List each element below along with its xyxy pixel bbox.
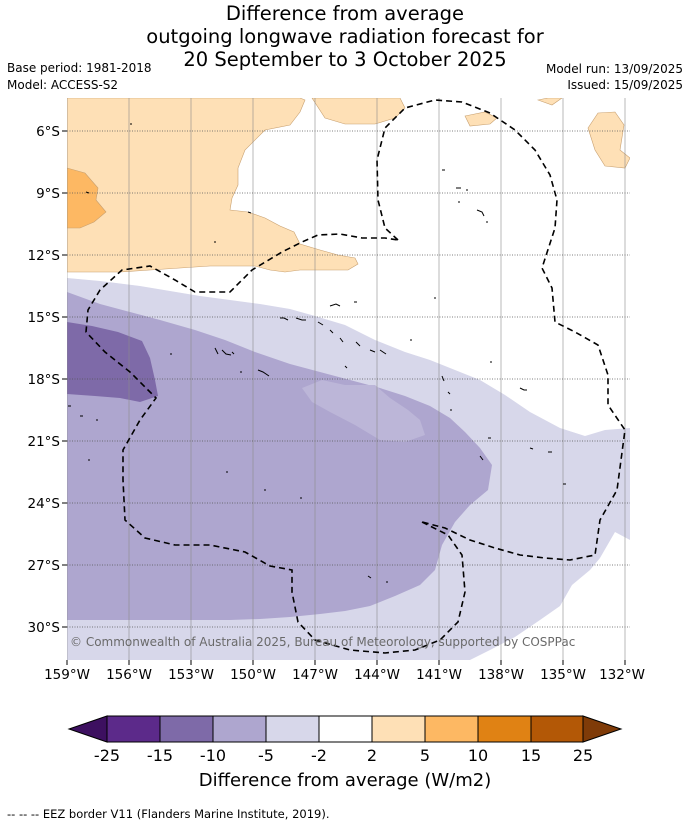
y-tick-label: 21°S: [28, 434, 61, 450]
negative-anomaly-strong: [67, 322, 158, 402]
y-tick-label: 27°S: [28, 558, 61, 574]
anomaly-fields: [67, 98, 630, 660]
colorbar: -25 -15 -10 -5 -2 2 5 10 15 25: [67, 715, 623, 765]
colorbar-segment: [531, 716, 583, 742]
colorbar-tick-label: 15: [521, 746, 541, 765]
colorbar-segment: [160, 716, 213, 742]
positive-anomaly-region: [536, 98, 563, 106]
colorbar-ticks: -25 -15 -10 -5 -2 2 5 10 15 25: [94, 746, 593, 765]
colorbar-tick-label: -15: [147, 746, 173, 765]
y-tick-label: 9°S: [36, 186, 60, 202]
x-tick-label: 132°W: [599, 667, 645, 683]
colorbar-tick-label: 10: [468, 746, 488, 765]
x-tick-label: 147°W: [292, 667, 338, 683]
x-axis-ticks: [66, 660, 626, 665]
x-tick-label: 141°W: [416, 667, 462, 683]
y-tick-label: 30°S: [28, 620, 61, 636]
y-tick-label: 6°S: [36, 124, 60, 140]
x-tick-label: 144°W: [354, 667, 400, 683]
model-name: Model: ACCESS-S2: [7, 78, 119, 92]
islands: [68, 123, 566, 583]
eez-border: [376, 99, 626, 561]
colorbar-tick-label: -25: [94, 746, 120, 765]
colorbar-segment: [266, 716, 319, 742]
colorbar-tick-label: 2: [367, 746, 377, 765]
x-tick-label: 135°W: [540, 667, 586, 683]
y-tick-label: 24°S: [28, 496, 61, 512]
positive-anomaly-region: [67, 98, 359, 273]
colorbar-segment: [319, 716, 372, 742]
x-tick-label: 138°W: [478, 667, 524, 683]
issued-date: Issued: 15/09/2025: [567, 78, 683, 92]
y-tick-label: 18°S: [28, 372, 61, 388]
colorbar-min-arrow: [67, 715, 108, 743]
positive-anomaly-region: [464, 111, 498, 127]
colorbar-segment: [213, 716, 266, 742]
positive-anomaly-region: [311, 98, 406, 125]
eez-border: [85, 233, 466, 654]
negative-anomaly-moderate: [302, 380, 425, 442]
colorbar-tick-label: -2: [311, 746, 327, 765]
colorbar-segment: [478, 716, 531, 742]
colorbar-tick-label: -10: [200, 746, 226, 765]
copyright-notice: © Commonwealth of Australia 2025, Bureau…: [70, 635, 575, 649]
y-tick-label: 15°S: [28, 310, 61, 326]
negative-anomaly-moderate: [67, 292, 492, 620]
colorbar-segment: [107, 716, 160, 742]
x-tick-label: 159°W: [44, 667, 90, 683]
positive-anomaly-region: [587, 111, 630, 169]
footer-eez-note: -- -- -- EEZ border V11 (Flanders Marine…: [7, 807, 330, 821]
colorbar-tick-label: -5: [258, 746, 274, 765]
x-axis-labels: 159°W 156°W 153°W 150°W 147°W 144°W 141°…: [44, 667, 645, 683]
positive-anomaly-core: [67, 167, 107, 229]
x-tick-label: 153°W: [168, 667, 214, 683]
colorbar-max-arrow: [582, 715, 623, 743]
y-axis-ticks: [62, 130, 67, 628]
title-line-3: 20 September to 3 October 2025: [183, 48, 507, 71]
model-run: Model run: 13/09/2025: [545, 62, 683, 76]
y-axis-labels: 6°S 9°S 12°S 15°S 18°S 21°S 24°S 27°S 30…: [28, 124, 61, 636]
colorbar-tick-label: 5: [420, 746, 430, 765]
colorbar-segment: [372, 716, 425, 742]
forecast-map: 6°S 9°S 12°S 15°S 18°S 21°S 24°S 27°S 30…: [28, 98, 645, 765]
title-line-1: Difference from average: [225, 2, 465, 25]
base-period: Base period: 1981-2018: [7, 61, 152, 75]
x-tick-label: 156°W: [106, 667, 152, 683]
title-line-2: outgoing longwave radiation forecast for: [146, 25, 544, 48]
colorbar-segment: [425, 716, 478, 742]
colorbar-tick-label: 25: [573, 746, 593, 765]
x-tick-label: 150°W: [230, 667, 276, 683]
colorbar-label: Difference from average (W/m2): [198, 770, 492, 791]
y-tick-label: 12°S: [28, 248, 61, 264]
